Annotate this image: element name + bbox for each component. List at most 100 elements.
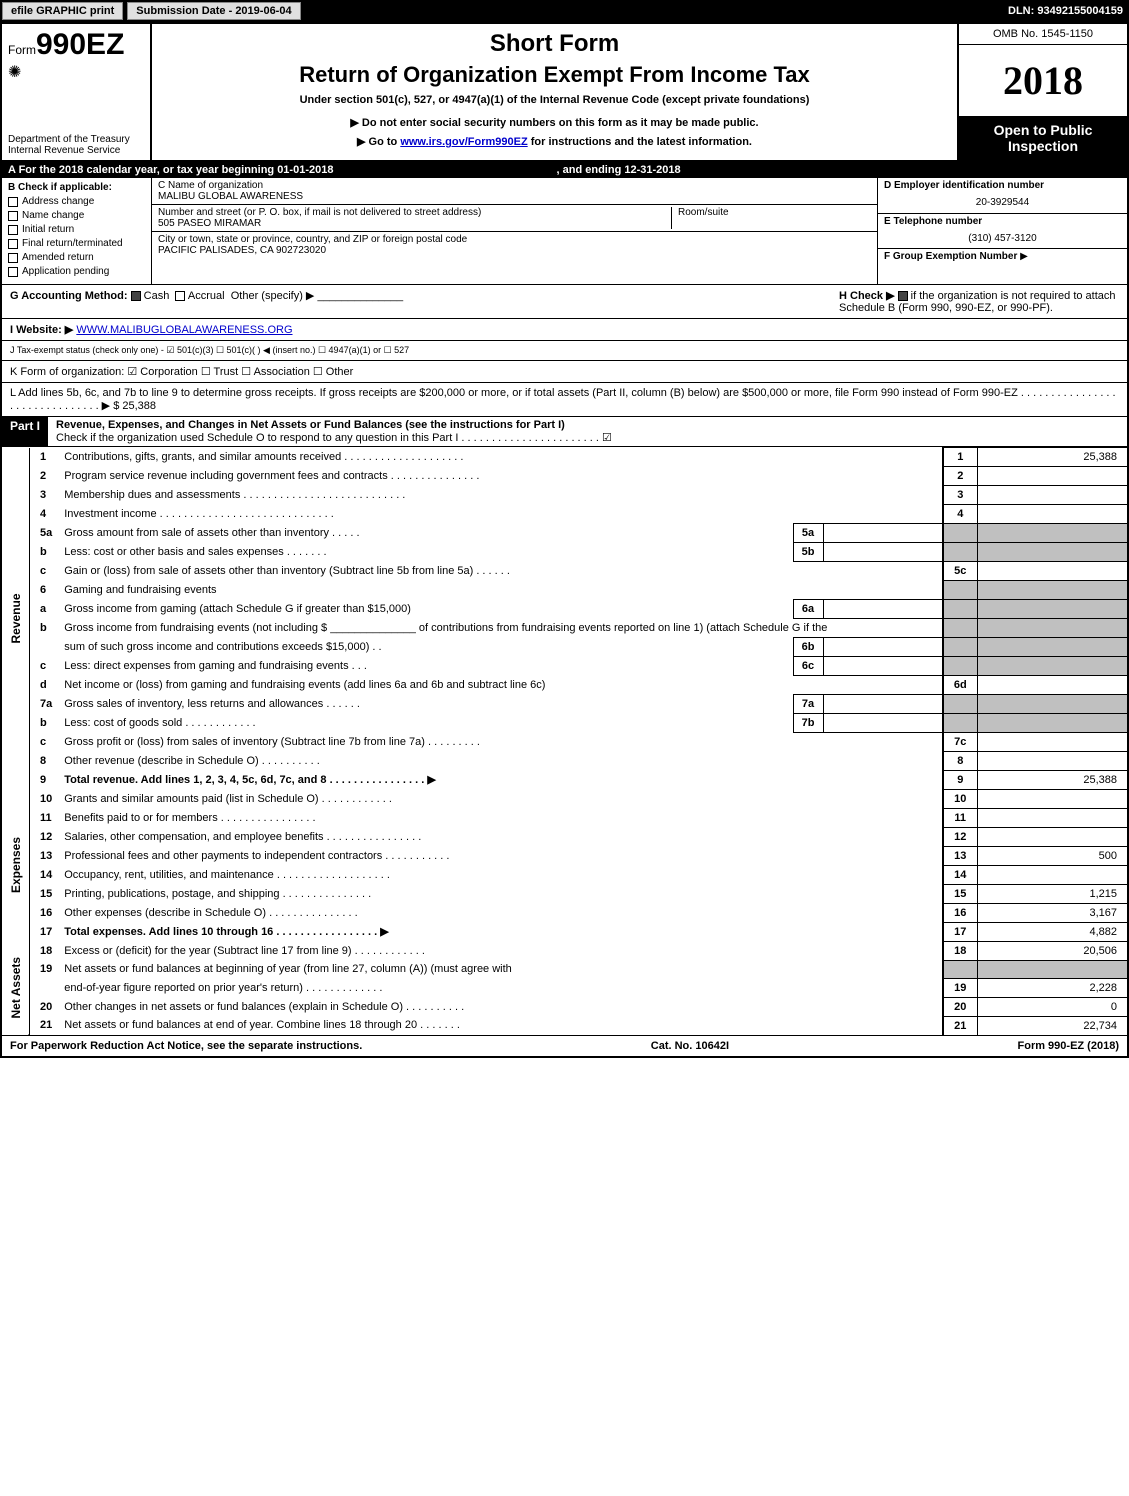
line-row: Net Assets18Excess or (deficit) for the … [2,941,1127,960]
line-number: 20 [29,997,58,1016]
efile-print-button[interactable]: efile GRAPHIC print [2,2,123,20]
chk-amended[interactable]: Amended return [8,252,145,263]
org-name: MALIBU GLOBAL AWARENESS [158,191,871,202]
line-desc: Gross sales of inventory, less returns a… [58,694,793,713]
irs-link[interactable]: www.irs.gov/Form990EZ [400,136,527,148]
website-link[interactable]: WWW.MALIBUGLOBALAWARENESS.ORG [76,324,292,336]
right-line-number: 15 [943,884,977,903]
under-section: Under section 501(c), 527, or 4947(a)(1)… [164,94,945,106]
right-line-number: 20 [943,997,977,1016]
line-row: 2Program service revenue including gover… [2,467,1127,486]
line-desc: Less: cost or other basis and sales expe… [58,543,793,562]
chk-initial-return[interactable]: Initial return [8,224,145,235]
chk-label: Initial return [22,224,74,235]
mini-line-number: 6b [793,637,823,656]
row-l: L Add lines 5b, 6c, and 7b to line 9 to … [2,383,1127,417]
line-desc: Gain or (loss) from sale of assets other… [58,562,943,581]
row-g-h: G Accounting Method: Cash Accrual Other … [2,285,1127,319]
part-i-header: Part I Revenue, Expenses, and Changes in… [2,417,1127,447]
right-val-shaded [977,599,1127,618]
room-suite: Room/suite [671,207,871,229]
line-row: 17Total expenses. Add lines 10 through 1… [2,922,1127,941]
right-num-shaded [943,524,977,543]
right-num-shaded [943,637,977,656]
line-number: 9 [29,770,58,789]
other-label: Other (specify) ▶ [231,290,315,302]
chk-address-change[interactable]: Address change [8,196,145,207]
form-rev: Form 990-EZ (2018) [1018,1040,1119,1052]
cash-label: Cash [144,290,170,302]
short-form-title: Short Form [164,30,945,58]
dln-label: DLN: 93492155004159 [1008,5,1129,17]
right-line-value: 500 [977,846,1127,865]
mini-line-value [823,524,943,543]
chk-label: Application pending [22,266,109,277]
right-val-shaded [977,713,1127,732]
mini-line-value [823,713,943,732]
line-number: 14 [29,865,58,884]
right-val-shaded [977,656,1127,675]
chk-label: Amended return [22,252,94,263]
right-line-number: 2 [943,467,977,486]
row-j: J Tax-exempt status (check only one) - ☑… [2,341,1127,361]
line-desc: Salaries, other compensation, and employ… [58,827,943,846]
mini-line-number: 7b [793,713,823,732]
goto-note: ▶ Go to www.irs.gov/Form990EZ for instru… [164,135,945,148]
right-val-shaded [977,694,1127,713]
line-number [29,637,58,656]
line-row: dNet income or (loss) from gaming and fu… [2,675,1127,694]
ein-value: 20-3929544 [884,197,1121,208]
chk-pending[interactable]: Application pending [8,266,145,277]
chk-name-change[interactable]: Name change [8,210,145,221]
col-b: B Check if applicable: Address change Na… [2,178,152,284]
city-label: City or town, state or province, country… [158,234,871,245]
h-check-label: H Check ▶ [839,290,895,302]
open-public-badge: Open to Public Inspection [959,116,1127,160]
line-row: 21Net assets or fund balances at end of … [2,1016,1127,1035]
right-num-shaded [943,713,977,732]
right-line-number: 11 [943,808,977,827]
form-container: Form990EZ ✺ Department of the Treasury I… [0,22,1129,1058]
line-desc: Gross amount from sale of assets other t… [58,524,793,543]
street-value: 505 PASEO MIRAMAR [158,218,671,229]
right-line-number: 3 [943,486,977,505]
line-number: 18 [29,941,58,960]
right-val-shaded [977,960,1127,978]
line-number: 6 [29,581,58,600]
section-side-label: Revenue [2,448,29,790]
irs-label: Internal Revenue Service [8,145,144,156]
right-val-shaded [977,637,1127,656]
line-number: 12 [29,827,58,846]
checkbox-icon [8,253,18,263]
right-line-value: 25,388 [977,448,1127,467]
right-num-shaded [943,599,977,618]
chk-label: Address change [22,196,94,207]
line-row: 9Total revenue. Add lines 1, 2, 3, 4, 5c… [2,770,1127,789]
city-value: PACIFIC PALISADES, CA 902723020 [158,245,871,256]
lines-table: Revenue1Contributions, gifts, grants, an… [2,447,1127,1035]
checkbox-icon [131,291,141,301]
right-line-value [977,808,1127,827]
line-number: 5a [29,524,58,543]
submission-date-button[interactable]: Submission Date - 2019-06-04 [127,2,300,20]
section-side-label: Net Assets [2,941,29,1035]
line-row: 4Investment income . . . . . . . . . . .… [2,505,1127,524]
accrual-label: Accrual [188,290,225,302]
right-line-value [977,865,1127,884]
dept-treasury: Department of the Treasury [8,134,144,145]
right-num-shaded [943,581,977,600]
line-row: 16Other expenses (describe in Schedule O… [2,903,1127,922]
right-line-number: 4 [943,505,977,524]
right-num-shaded [943,543,977,562]
line-desc: Other revenue (describe in Schedule O) .… [58,751,943,770]
right-line-value: 4,882 [977,922,1127,941]
line-row: aGross income from gaming (attach Schedu… [2,599,1127,618]
checkbox-icon [8,211,18,221]
checkbox-icon [8,267,18,277]
right-line-number: 10 [943,789,977,808]
open-public-2: Inspection [963,138,1123,154]
chk-final-return[interactable]: Final return/terminated [8,238,145,249]
line-row: 13Professional fees and other payments t… [2,846,1127,865]
cat-no: Cat. No. 10642I [651,1040,729,1052]
line-desc: Excess or (deficit) for the year (Subtra… [58,941,943,960]
